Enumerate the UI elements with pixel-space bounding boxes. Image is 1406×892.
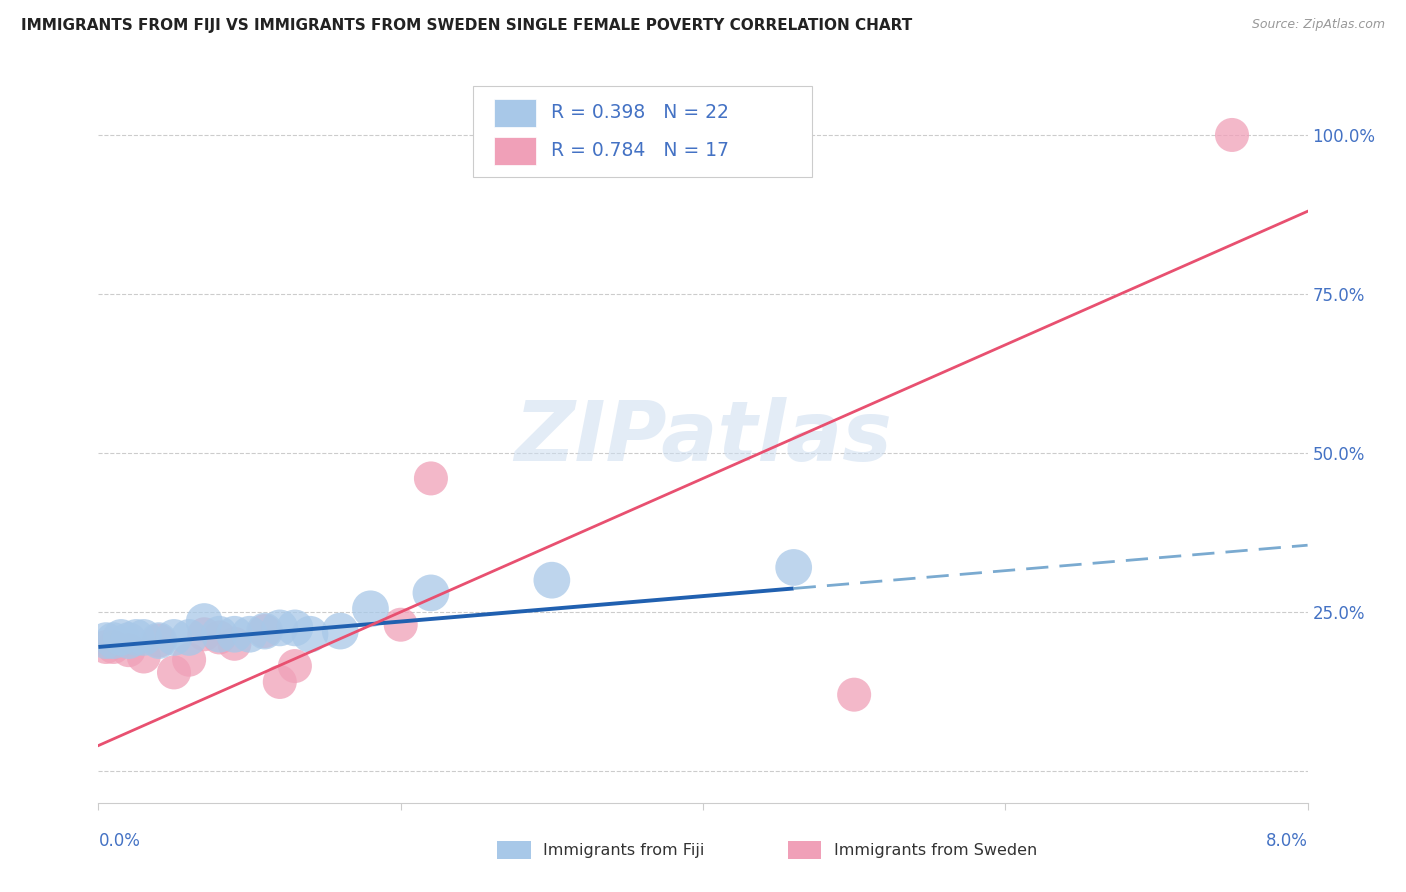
Point bbox=[299, 627, 322, 641]
Point bbox=[193, 627, 215, 641]
Point bbox=[253, 624, 276, 638]
Y-axis label: Single Female Poverty: Single Female Poverty bbox=[0, 352, 7, 522]
Point bbox=[193, 615, 215, 629]
Text: R = 0.398   N = 22: R = 0.398 N = 22 bbox=[551, 103, 728, 122]
Point bbox=[420, 586, 443, 600]
Point bbox=[329, 624, 352, 638]
Point bbox=[284, 621, 307, 635]
Point bbox=[269, 675, 291, 690]
Point bbox=[179, 653, 201, 667]
Point bbox=[94, 633, 117, 648]
Point bbox=[118, 633, 141, 648]
Text: IMMIGRANTS FROM FIJI VS IMMIGRANTS FROM SWEDEN SINGLE FEMALE POVERTY CORRELATION: IMMIGRANTS FROM FIJI VS IMMIGRANTS FROM … bbox=[21, 18, 912, 33]
Point bbox=[208, 631, 231, 645]
Point bbox=[118, 643, 141, 657]
Text: Source: ZipAtlas.com: Source: ZipAtlas.com bbox=[1251, 18, 1385, 31]
Point bbox=[125, 631, 148, 645]
FancyBboxPatch shape bbox=[787, 841, 821, 860]
Point bbox=[103, 640, 125, 654]
Point bbox=[783, 560, 806, 574]
FancyBboxPatch shape bbox=[494, 99, 536, 127]
Point bbox=[1220, 128, 1243, 142]
Point bbox=[389, 617, 412, 632]
Point bbox=[103, 633, 125, 648]
Point bbox=[844, 688, 866, 702]
Point bbox=[269, 621, 291, 635]
Point bbox=[208, 627, 231, 641]
Point bbox=[148, 633, 170, 648]
Point bbox=[224, 627, 246, 641]
Point bbox=[94, 640, 117, 654]
Text: Immigrants from Fiji: Immigrants from Fiji bbox=[543, 843, 704, 858]
Point bbox=[132, 649, 155, 664]
Point bbox=[179, 631, 201, 645]
Text: Immigrants from Sweden: Immigrants from Sweden bbox=[834, 843, 1036, 858]
Text: R = 0.784   N = 17: R = 0.784 N = 17 bbox=[551, 141, 728, 161]
Point bbox=[284, 659, 307, 673]
Text: 0.0%: 0.0% bbox=[98, 832, 141, 850]
Point bbox=[163, 631, 186, 645]
Point bbox=[224, 637, 246, 651]
Point bbox=[110, 631, 132, 645]
Point bbox=[420, 471, 443, 485]
Point bbox=[253, 624, 276, 638]
Text: 8.0%: 8.0% bbox=[1265, 832, 1308, 850]
Point bbox=[239, 627, 262, 641]
FancyBboxPatch shape bbox=[498, 841, 531, 860]
Point bbox=[132, 631, 155, 645]
Point bbox=[163, 665, 186, 680]
Point bbox=[540, 573, 562, 587]
FancyBboxPatch shape bbox=[494, 136, 536, 164]
FancyBboxPatch shape bbox=[474, 86, 811, 178]
Text: ZIPatlas: ZIPatlas bbox=[515, 397, 891, 477]
Point bbox=[360, 602, 382, 616]
Point bbox=[148, 633, 170, 648]
